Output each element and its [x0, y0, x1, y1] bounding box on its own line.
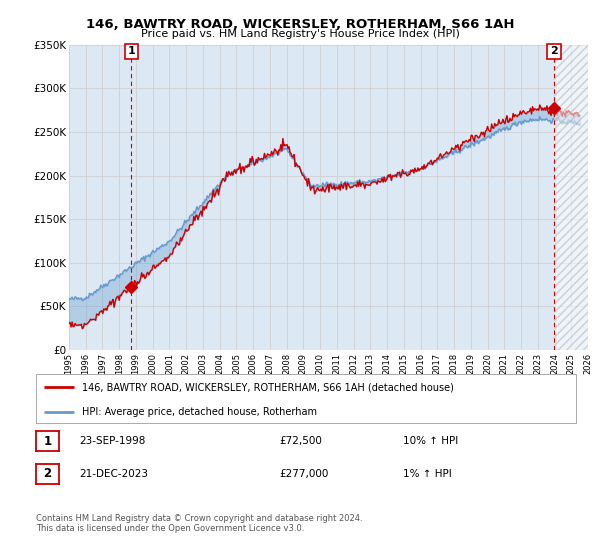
- Text: 1% ↑ HPI: 1% ↑ HPI: [403, 469, 452, 479]
- Bar: [554, 45, 588, 350]
- Text: 1: 1: [43, 435, 52, 448]
- Text: 10% ↑ HPI: 10% ↑ HPI: [403, 436, 458, 446]
- Text: 1: 1: [128, 46, 136, 57]
- Text: 2: 2: [43, 467, 52, 480]
- Text: £277,000: £277,000: [279, 469, 328, 479]
- Text: 146, BAWTRY ROAD, WICKERSLEY, ROTHERHAM, S66 1AH (detached house): 146, BAWTRY ROAD, WICKERSLEY, ROTHERHAM,…: [82, 382, 454, 393]
- Text: Contains HM Land Registry data © Crown copyright and database right 2024.
This d: Contains HM Land Registry data © Crown c…: [36, 514, 362, 533]
- Text: 23-SEP-1998: 23-SEP-1998: [79, 436, 146, 446]
- Text: 2: 2: [550, 46, 558, 57]
- Text: HPI: Average price, detached house, Rotherham: HPI: Average price, detached house, Roth…: [82, 407, 317, 417]
- Text: 146, BAWTRY ROAD, WICKERSLEY, ROTHERHAM, S66 1AH: 146, BAWTRY ROAD, WICKERSLEY, ROTHERHAM,…: [86, 18, 514, 31]
- Text: 21-DEC-2023: 21-DEC-2023: [79, 469, 148, 479]
- Text: £72,500: £72,500: [279, 436, 322, 446]
- Text: Price paid vs. HM Land Registry's House Price Index (HPI): Price paid vs. HM Land Registry's House …: [140, 29, 460, 39]
